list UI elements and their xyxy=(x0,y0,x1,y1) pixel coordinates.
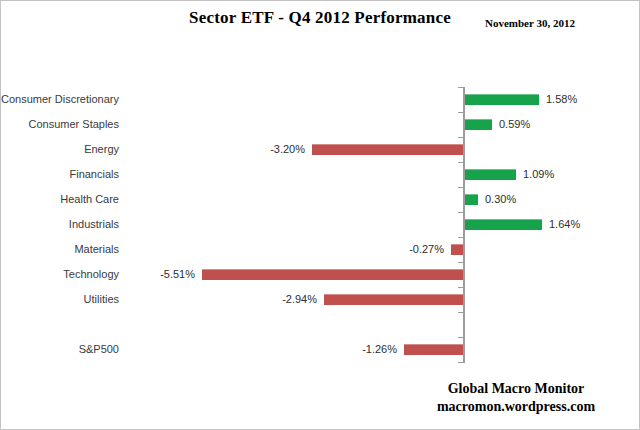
bar-consumer-discretionary xyxy=(464,94,539,105)
value-label-health-care: 0.30% xyxy=(485,187,516,212)
value-label-materials: -0.27% xyxy=(409,237,444,262)
category-label-utilities: Utilities xyxy=(1,287,119,312)
chart-frame: Sector ETF - Q4 2012 Performance Novembe… xyxy=(0,0,640,430)
value-label-consumer-discretionary: 1.58% xyxy=(546,87,577,112)
value-label-energy: -3.20% xyxy=(270,137,305,162)
value-label-technology: -5.51% xyxy=(160,262,195,287)
bar-consumer-staples xyxy=(464,119,492,130)
category-label-health-care: Health Care xyxy=(1,187,119,212)
value-label-consumer-staples: 0.59% xyxy=(499,112,530,137)
category-axis-line xyxy=(463,87,465,363)
bar-industrials xyxy=(464,219,542,230)
footer-line-2: macromon.wordpress.com xyxy=(401,398,631,416)
category-label-materials: Materials xyxy=(1,237,119,262)
footer-credit: Global Macro Monitor macromon.wordpress.… xyxy=(401,380,631,416)
category-label-s-p500: S&P500 xyxy=(1,337,119,362)
category-label-energy: Energy xyxy=(1,137,119,162)
category-label-consumer-staples: Consumer Staples xyxy=(1,112,119,137)
bar-health-care xyxy=(464,194,478,205)
bar-financials xyxy=(464,169,516,180)
bar-technology xyxy=(202,269,464,280)
date-annotation: November 30, 2012 xyxy=(485,17,575,29)
footer-line-1: Global Macro Monitor xyxy=(401,380,631,398)
bar-utilities xyxy=(324,294,464,305)
bar-energy xyxy=(312,144,464,155)
value-label-financials: 1.09% xyxy=(523,162,554,187)
value-label-industrials: 1.64% xyxy=(549,212,580,237)
value-label-s-p500: -1.26% xyxy=(362,337,397,362)
category-label-industrials: Industrials xyxy=(1,212,119,237)
category-label-technology: Technology xyxy=(1,262,119,287)
category-label-consumer-discretionary: Consumer Discretionary xyxy=(1,87,119,112)
value-label-utilities: -2.94% xyxy=(282,287,317,312)
bar-s-p500 xyxy=(404,344,464,355)
category-label-financials: Financials xyxy=(1,162,119,187)
